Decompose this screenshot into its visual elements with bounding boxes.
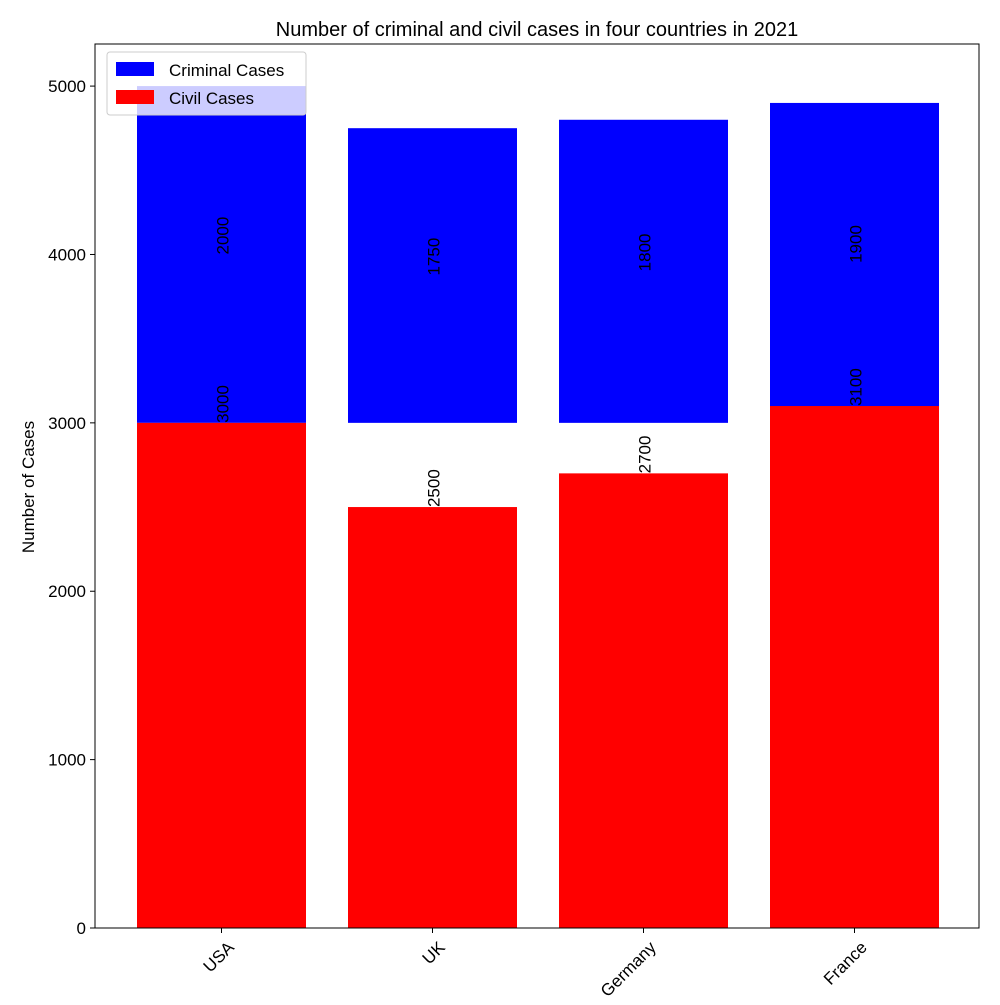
bar-criminal-cases-germany bbox=[559, 119, 728, 423]
x-tick-label-uk: UK bbox=[419, 937, 450, 968]
x-tick-label-france: France bbox=[820, 938, 871, 989]
data-label-criminal-cases-uk: 1750 bbox=[425, 238, 444, 276]
bar-criminal-cases-uk bbox=[348, 128, 517, 423]
plot-frame bbox=[94, 43, 980, 929]
chart-title: Number of criminal and civil cases in fo… bbox=[276, 19, 798, 41]
x-tick-label-usa: USA bbox=[200, 937, 239, 976]
legend-label-civil-cases: Civil Cases bbox=[169, 89, 254, 108]
y-axis: 0 1000 2000 3000 4000 5000 bbox=[48, 77, 95, 938]
legend-label-criminal-cases: Criminal Cases bbox=[169, 61, 284, 80]
data-label-civil-cases-france: 3100 bbox=[847, 368, 866, 406]
legend-swatch-criminal-cases bbox=[116, 62, 154, 76]
bar-civil-cases-uk bbox=[348, 507, 517, 928]
legend: Criminal Cases Civil Cases bbox=[106, 51, 307, 116]
legend-box bbox=[106, 51, 307, 116]
data-label-civil-cases-uk: 2500 bbox=[425, 469, 444, 507]
legend-swatch-civil-cases bbox=[116, 90, 154, 104]
data-label-civil-cases-germany: 2700 bbox=[636, 436, 655, 474]
y-tick-label: 2000 bbox=[48, 582, 86, 601]
y-tick-label: 5000 bbox=[48, 77, 86, 96]
bar-criminal-cases-usa bbox=[137, 86, 306, 423]
bar-civil-cases-usa bbox=[137, 422, 306, 928]
y-tick-label: 0 bbox=[77, 919, 86, 938]
data-label-criminal-cases-france: 1900 bbox=[847, 225, 866, 263]
y-axis-label: Number of Cases bbox=[19, 421, 38, 553]
bar-criminal-cases-france bbox=[770, 102, 939, 423]
x-tick-label-germany: Germany bbox=[597, 938, 660, 1000]
y-tick-label: 4000 bbox=[48, 245, 86, 264]
y-tick-label: 3000 bbox=[48, 414, 86, 433]
bar-civil-cases-germany bbox=[559, 473, 728, 928]
bars-layer bbox=[137, 86, 939, 928]
x-axis: USA UK Germany France bbox=[200, 928, 871, 1001]
data-label-criminal-cases-germany: 1800 bbox=[636, 233, 655, 271]
y-tick-label: 1000 bbox=[48, 751, 86, 770]
data-label-criminal-cases-usa: 2000 bbox=[214, 217, 233, 255]
data-labels-layer: 2000 1750 1800 1900 3000 2500 2700 3100 bbox=[214, 217, 866, 507]
bar-civil-cases-france bbox=[770, 406, 939, 928]
data-label-civil-cases-usa: 3000 bbox=[214, 385, 233, 423]
